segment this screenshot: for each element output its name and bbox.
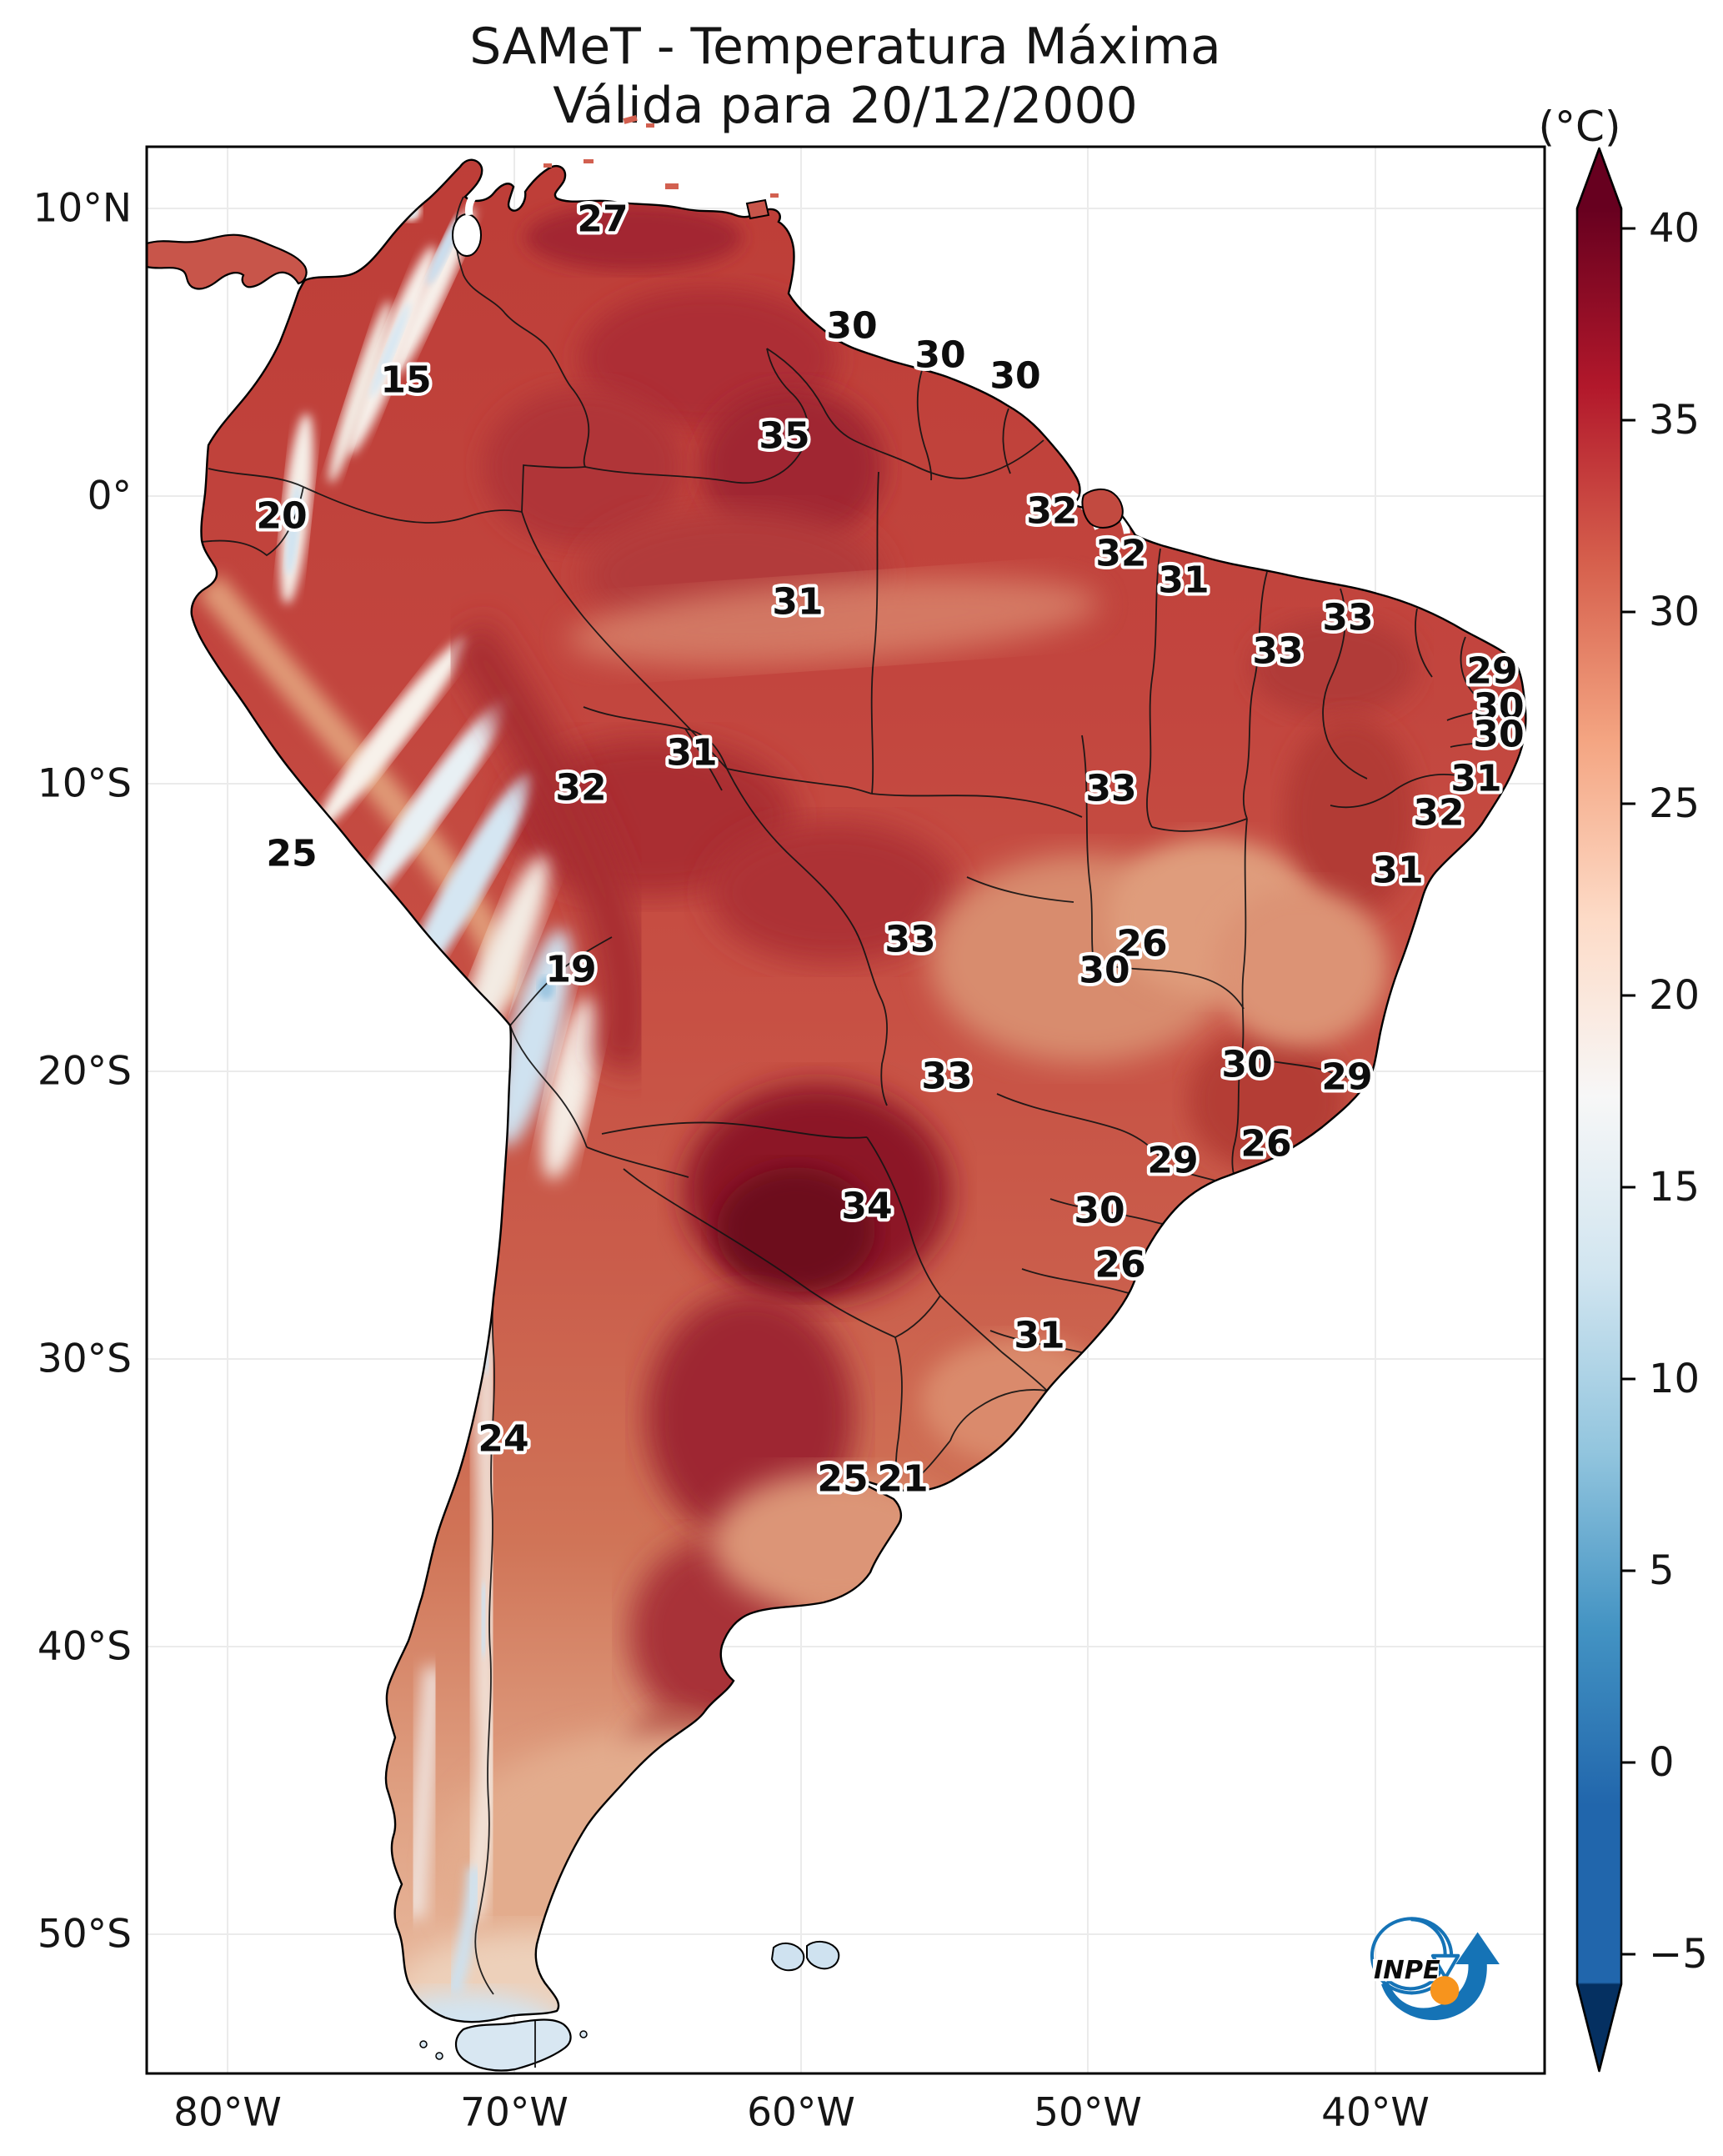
temperature-label: 32 (1026, 489, 1077, 532)
temperature-label: 20 (256, 494, 307, 537)
temperature-label: 32 (1095, 532, 1146, 574)
logo-swoosh-arrow-icon (1381, 1932, 1500, 2021)
inpe-logo: INPE (1370, 1917, 1500, 2021)
temperature-label: 27 (577, 198, 628, 240)
temperature-label: 21 (877, 1457, 928, 1500)
colorbar-tick-label: 15 (1649, 1164, 1700, 1211)
colorbar-tick-label: 30 (1649, 589, 1700, 635)
colorbar-bar (1575, 147, 1623, 2073)
temperature-label: 30 (1079, 949, 1129, 991)
temperature-label: 24 (478, 1417, 528, 1460)
temperature-label: 33 (1085, 767, 1136, 810)
lakes-and-islands (419, 115, 1124, 2072)
temperature-label: 31 (1450, 757, 1501, 800)
temperature-label: 33 (1322, 596, 1373, 639)
lat-tick-label: 10°S (37, 760, 132, 807)
continent-art (191, 159, 1526, 2023)
lat-tick-label: 0° (87, 473, 132, 519)
lon-tick-label: 70°W (460, 2089, 568, 2136)
temperature-label: 33 (921, 1055, 972, 1097)
temperature-label: 33 (884, 918, 935, 960)
colorbar-tick-label: 35 (1649, 397, 1700, 444)
temperature-label: 19 (545, 948, 596, 990)
temperature-label: 30 (1473, 713, 1524, 755)
temperature-label: 30 (1473, 685, 1524, 728)
colorbar-tick-label: −5 (1649, 1931, 1708, 1978)
temperature-label: 30 (826, 304, 877, 347)
temperature-label: 35 (759, 414, 809, 457)
lat-tick-label: 40°S (37, 1623, 132, 1670)
temperature-label: 26 (1240, 1122, 1291, 1165)
temperature-label: 26 (1094, 1243, 1145, 1286)
logo-orange-dot-icon (1430, 1976, 1460, 2005)
lon-tick-label: 50°W (1034, 2089, 1142, 2136)
temperature-label: 33 (1252, 629, 1303, 672)
temperature-label: 31 (1372, 849, 1423, 891)
temperature-label: 31 (1158, 559, 1209, 601)
temperature-label: 25 (817, 1457, 868, 1500)
lat-tick-label: 10°N (33, 185, 132, 232)
temperature-label: 32 (1413, 791, 1464, 834)
colorbar-ticks (1621, 227, 1635, 1956)
temperature-label: 31 (1014, 1314, 1064, 1356)
colorbar-tick-label: 20 (1649, 972, 1700, 1019)
colorbar-tick-label: 10 (1649, 1356, 1700, 1402)
lon-tick-label: 40°W (1321, 2089, 1430, 2136)
temperature-label: 31 (666, 731, 717, 774)
temperature-label: 30 (914, 333, 965, 376)
colorbar-tick-label: 5 (1649, 1547, 1675, 1594)
lon-tick-label: 60°W (747, 2089, 855, 2136)
lat-tick-label: 50°S (37, 1911, 132, 1958)
lat-tick-label: 30°S (37, 1336, 132, 1382)
temperature-label: 30 (989, 354, 1040, 397)
colorbar-tick-label: 0 (1649, 1739, 1675, 1786)
temperature-label: 30 (1221, 1043, 1272, 1086)
temperature-label: 29 (1466, 649, 1517, 692)
colorbar (1575, 147, 1635, 2073)
map-frame (145, 145, 1546, 2075)
political-borders (201, 196, 1500, 1995)
colorbar-tick-label: 40 (1649, 205, 1700, 252)
temperature-label: 25 (266, 832, 317, 875)
figure-title-line1: SAMeT - Temperatura Máxima (469, 18, 1221, 76)
temperature-label: 29 (1321, 1055, 1372, 1098)
temperature-label: 34 (841, 1185, 892, 1227)
temperature-label: 31 (772, 580, 823, 623)
temperature-label: 15 (380, 358, 431, 401)
logo-down-arrow-icon (1430, 1953, 1460, 1980)
temperature-label: 30 (1074, 1189, 1124, 1231)
lon-tick-label: 80°W (173, 2089, 282, 2136)
lat-tick-label: 20°S (37, 1048, 132, 1095)
temperature-label: 26 (1116, 922, 1167, 965)
colorbar-unit-label: (°C) (1538, 103, 1621, 151)
colorbar-tick-label: 25 (1649, 780, 1700, 827)
temperature-label: 29 (1147, 1139, 1198, 1181)
logo-text: INPE (1374, 1956, 1440, 1985)
panama-landmass (145, 233, 308, 290)
temperature-label: 32 (555, 766, 606, 809)
